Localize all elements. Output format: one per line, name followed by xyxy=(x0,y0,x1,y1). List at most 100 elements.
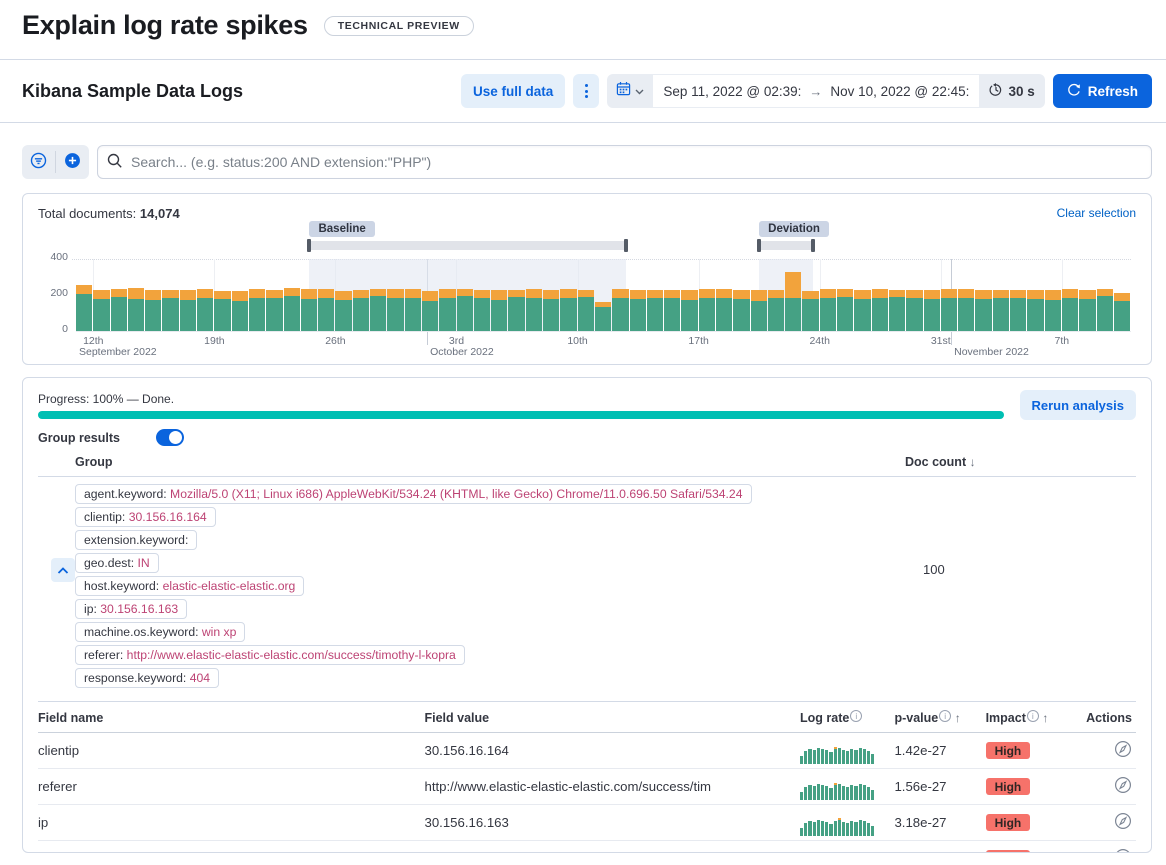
compass-icon xyxy=(1114,740,1132,761)
histogram-bar xyxy=(940,289,958,331)
refresh-interval-value: 30 s xyxy=(1008,83,1035,99)
view-in-discover-button[interactable] xyxy=(1114,848,1132,852)
view-in-discover-button[interactable] xyxy=(1114,776,1132,797)
histogram-bar xyxy=(975,289,992,331)
log-rate-info-icon[interactable]: i xyxy=(850,710,863,722)
impact-header[interactable]: Impact i ↑ xyxy=(985,701,1076,733)
deviation-brush-left-handle[interactable] xyxy=(757,239,762,252)
field-value-cell: 30.156.16.164 xyxy=(424,732,801,769)
log-rate-sparkline xyxy=(800,773,876,800)
baseline-brush[interactable] xyxy=(307,239,628,252)
histogram-bar xyxy=(456,288,474,331)
total-documents: Total documents: 14,074 xyxy=(38,206,180,221)
histogram-bar xyxy=(802,290,819,331)
field-table-row: clientip 30.156.16.164 1.42e-27 High xyxy=(38,732,1136,769)
histogram-bar xyxy=(508,289,525,331)
impact-cell: High xyxy=(985,732,1076,769)
y-tick-label: 0 xyxy=(62,323,68,335)
plus-circle-icon xyxy=(64,152,81,172)
clear-selection-link[interactable]: Clear selection xyxy=(1056,206,1136,220)
refresh-icon xyxy=(1067,83,1081,100)
p-value-header[interactable]: p-value i ↑ xyxy=(894,701,986,733)
actions-cell xyxy=(1075,768,1136,805)
histogram-bars xyxy=(76,253,1131,331)
refresh-button[interactable]: Refresh xyxy=(1052,74,1152,108)
date-picker: Sep 11, 2022 @ 02:39: → Nov 10, 2022 @ 2… xyxy=(607,74,1045,108)
impact-cell: High xyxy=(985,804,1076,841)
view-in-discover-button[interactable] xyxy=(1114,812,1132,833)
group-field-token: extension.keyword: xyxy=(75,530,198,550)
analysis-panel: Progress: 100% — Done. Rerun analysis Gr… xyxy=(22,377,1152,853)
options-menu-button[interactable] xyxy=(573,74,600,108)
field-name-cell: ip xyxy=(38,804,425,841)
group-results-toggle[interactable] xyxy=(156,429,184,446)
deviation-brush[interactable] xyxy=(757,239,815,252)
document-count-panel: Total documents: 14,074 Clear selection … xyxy=(22,193,1152,365)
date-range-end[interactable]: Nov 10, 2022 @ 22:45: xyxy=(830,83,970,99)
chevron-up-icon xyxy=(57,563,69,578)
source-toolbar: Kibana Sample Data Logs Use full data Se… xyxy=(0,60,1166,123)
group-column-header: Group xyxy=(75,455,113,469)
histogram-bar xyxy=(300,288,318,331)
document-count-chart[interactable]: Baseline Deviation 0 200 400 12th 19th 26th 3r… xyxy=(50,221,1131,361)
histogram-bar xyxy=(992,289,1010,331)
actions-cell xyxy=(1075,840,1136,852)
impact-info-icon[interactable]: i xyxy=(1026,710,1039,722)
x-tick-label: 31st xyxy=(930,335,951,347)
baseline-brush-label: Baseline xyxy=(309,221,375,237)
histogram-bar xyxy=(629,289,647,331)
date-range-start[interactable]: Sep 11, 2022 @ 02:39: xyxy=(663,83,802,99)
use-full-data-button[interactable]: Use full data xyxy=(461,74,566,108)
baseline-brush-left-handle[interactable] xyxy=(307,239,312,252)
histogram-bar xyxy=(906,289,923,331)
x-tick-label: 3rd xyxy=(448,335,465,347)
histogram-bar xyxy=(1010,289,1027,331)
histogram-bar xyxy=(93,289,110,331)
field-name-header: Field name xyxy=(38,701,425,733)
histogram-bar xyxy=(387,289,404,331)
histogram-bar xyxy=(1096,289,1114,331)
search-icon xyxy=(107,153,123,174)
histogram-bar xyxy=(698,289,716,331)
x-tick-label: 7th xyxy=(1054,335,1070,347)
progress-bar xyxy=(38,410,1004,419)
chart-plot-area[interactable]: 0 200 400 xyxy=(50,251,1131,345)
compass-icon xyxy=(1114,776,1132,797)
filter-button-group xyxy=(22,145,89,179)
p-value-info-icon[interactable]: i xyxy=(939,710,952,722)
actions-header: Actions xyxy=(1075,701,1136,733)
histogram-bar xyxy=(612,288,629,331)
calendar-menu-button[interactable] xyxy=(607,74,653,108)
impact-badge: High xyxy=(985,814,1031,831)
refresh-interval-button[interactable]: 30 s xyxy=(979,74,1044,108)
impact-cell: High xyxy=(985,768,1076,805)
x-tick-label: 12th xyxy=(83,335,104,347)
x-tick-label: 19th xyxy=(204,335,225,347)
histogram-bar xyxy=(871,289,889,331)
histogram-bar xyxy=(179,290,197,331)
collapse-row-button[interactable] xyxy=(51,558,75,582)
deviation-brush-right-handle[interactable] xyxy=(810,239,815,252)
histogram-bar xyxy=(197,288,214,331)
search-input[interactable] xyxy=(97,145,1152,179)
field-table-row: referer http://www.elastic-elastic-elasti… xyxy=(38,768,1136,805)
histogram-bar xyxy=(283,287,301,331)
histogram-bar xyxy=(888,289,906,331)
histogram-bar xyxy=(127,288,145,331)
baseline-brush-right-handle[interactable] xyxy=(623,239,628,252)
log-rate-cell xyxy=(800,732,895,769)
group-table-header: Group Doc count ↓ xyxy=(38,455,1136,477)
view-in-discover-button[interactable] xyxy=(1114,740,1132,761)
impact-badge: High xyxy=(985,742,1031,759)
rerun-analysis-button[interactable]: Rerun analysis xyxy=(1019,390,1136,420)
log-rate-header: Log rate i xyxy=(800,701,895,733)
doc-count-column-header[interactable]: Doc count ↓ xyxy=(905,455,976,469)
group-field-token: geo.dest: IN xyxy=(75,553,159,573)
filter-menu-button[interactable] xyxy=(22,145,55,179)
log-rate-cell xyxy=(800,768,895,805)
y-tick-label: 400 xyxy=(50,251,68,263)
add-filter-button[interactable] xyxy=(56,145,89,179)
field-table-row: ip 30.156.16.163 3.18e-27 High xyxy=(38,804,1136,841)
impact-cell: High xyxy=(985,840,1076,852)
histogram-bar xyxy=(473,289,491,331)
